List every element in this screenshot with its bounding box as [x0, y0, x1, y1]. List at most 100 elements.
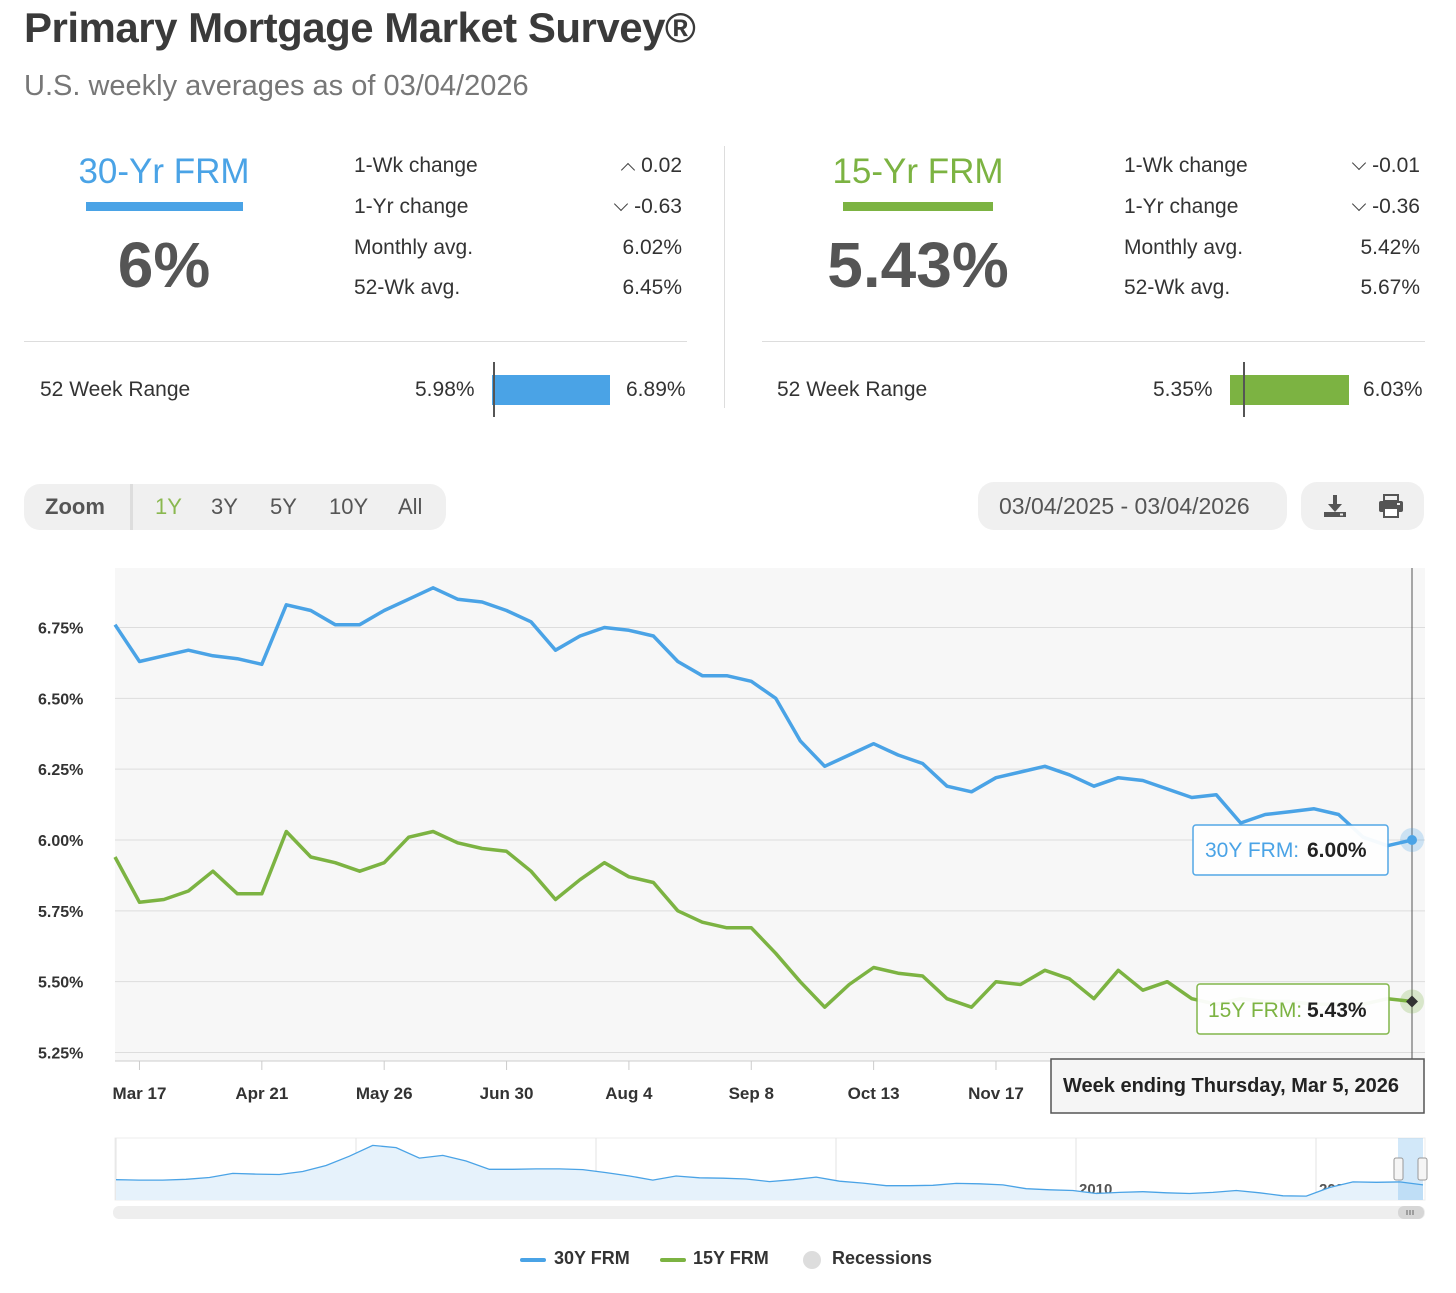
print-icon[interactable]: [1377, 492, 1405, 520]
page-title: Primary Mortgage Market Survey®: [24, 4, 696, 51]
x-tick-label: Oct 13: [848, 1084, 900, 1103]
zoom-divider: [130, 484, 133, 530]
chevron-down-icon: [1352, 196, 1367, 212]
rate-value-15yr: 5.43%: [827, 229, 1009, 301]
legend-15y-swatch: [660, 1258, 686, 1262]
divider: [24, 341, 687, 342]
zoom-control: Zoom 1Y 3Y 5Y 10Y All: [24, 484, 446, 530]
x-tick-label: Nov 17: [968, 1084, 1024, 1103]
y-tick-label: 6.00%: [38, 833, 83, 850]
series-lines: [113, 586, 1413, 1009]
y-axis: 6.75% 6.50% 6.25% 6.00% 5.75% 5.50% 5.25%: [38, 621, 83, 1063]
navigator-handle-left[interactable]: [1393, 1157, 1404, 1181]
x-tick-label: Apr 21: [235, 1084, 288, 1103]
hover-point-30y: [1407, 835, 1417, 845]
date-range-picker[interactable]: 03/04/2025 - 03/04/2026: [978, 482, 1287, 530]
y-tick-label: 6.25%: [38, 762, 83, 779]
zoom-3y-button[interactable]: 3Y: [211, 494, 238, 519]
stat-value: 6.45%: [622, 276, 682, 299]
range-label-30yr: 52 Week Range: [40, 378, 191, 401]
navigator-scrollbar-thumb[interactable]: [1398, 1206, 1424, 1219]
stat-label: Monthly avg.: [1124, 236, 1244, 259]
legend-recessions-label[interactable]: Recessions: [832, 1248, 933, 1268]
stat-value: -0.63: [522, 195, 682, 219]
crosshair-label: Week ending Thursday, Mar 5, 2026: [1063, 1075, 1399, 1097]
plot-background: [115, 568, 1425, 1061]
legend-15y-label[interactable]: 15Y FRM: [693, 1248, 769, 1268]
stat-label: 1-Yr change: [1124, 195, 1239, 218]
stat-value: 0.02: [522, 154, 682, 178]
zoom-label: Zoom: [45, 494, 105, 519]
stat-label: 1-Yr change: [354, 195, 469, 218]
range-marker-30yr: [493, 362, 496, 417]
hover-markers: [1400, 828, 1424, 1014]
tooltip-30y-value: 6.00%: [1307, 839, 1367, 862]
y-tick-label: 5.75%: [38, 904, 83, 921]
zoom-all-button[interactable]: All: [398, 494, 423, 519]
tooltip-15y: 15Y FRM: 5.43%: [1196, 983, 1390, 1035]
y-tick-label: 5.25%: [38, 1046, 83, 1063]
range-bar-15yr: [1230, 375, 1349, 405]
gridlines: [115, 627, 1425, 1053]
tooltip-30y: 30Y FRM: 6.00%: [1192, 824, 1389, 876]
y-tick-label: 6.75%: [38, 621, 83, 638]
x-tick-label: Jun 30: [480, 1084, 534, 1103]
date-range-text: 03/04/2025 - 03/04/2026: [999, 493, 1250, 519]
navigator[interactable]: 197019801990200020102020: [0, 1130, 1456, 1226]
x-tick-label: Mar 17: [113, 1084, 167, 1103]
navigator-line: [115, 1144, 1424, 1197]
stat-label: 1-Wk change: [1124, 154, 1248, 177]
divider: [762, 341, 1425, 342]
navigator-scrollbar[interactable]: [113, 1206, 1425, 1219]
legend-recessions-swatch: [803, 1251, 821, 1269]
legend: 30Y FRM 15Y FRM Recessions: [520, 1245, 940, 1275]
range-bar-30yr: [492, 375, 610, 405]
download-icon[interactable]: [1321, 492, 1349, 520]
stat-value: 5.42%: [1360, 236, 1420, 259]
zoom-1y-button[interactable]: 1Y: [155, 494, 182, 519]
main-chart[interactable]: 6.75% 6.50% 6.25% 6.00% 5.75% 5.50% 5.25% Mar …: [0, 560, 1456, 1120]
stat-value: 5.67%: [1360, 276, 1420, 299]
scrollbar-grip-icon: [1406, 1210, 1414, 1215]
chevron-down-icon: [614, 196, 629, 212]
legend-30y-swatch: [520, 1258, 546, 1262]
range-high-30yr: 6.89%: [626, 378, 686, 401]
x-tick-label: Sep 8: [729, 1084, 774, 1103]
panel-divider: [724, 146, 725, 408]
rate-value-30yr: 6%: [117, 229, 211, 301]
rate-name-30yr: 30-Yr FRM: [78, 152, 250, 191]
rate-underline-30yr: [86, 202, 243, 211]
stat-value: -0.36: [1260, 195, 1420, 219]
range-low-30yr: 5.98%: [415, 378, 475, 401]
hover-point-15y: [1406, 995, 1418, 1008]
crosshair-label-box: Week ending Thursday, Mar 5, 2026: [1050, 1058, 1425, 1114]
stat-value: -0.01: [1260, 154, 1420, 178]
legend-30y-label[interactable]: 30Y FRM: [554, 1248, 630, 1268]
page-subtitle: U.S. weekly averages as of 03/04/2026: [24, 70, 529, 102]
tooltip-30y-label: 30Y FRM:: [1205, 839, 1299, 862]
tooltip-15y-label: 15Y FRM:: [1208, 999, 1302, 1022]
navigator-handle-right[interactable]: [1417, 1157, 1428, 1181]
range-low-15yr: 5.35%: [1153, 378, 1213, 401]
x-tick-label: Aug 4: [605, 1084, 653, 1103]
stat-label: 52-Wk avg.: [354, 276, 461, 299]
zoom-10y-button[interactable]: 10Y: [329, 494, 369, 519]
stat-label: Monthly avg.: [354, 236, 474, 259]
chevron-down-icon: [1352, 155, 1367, 171]
stat-value: 6.02%: [622, 236, 682, 259]
range-marker-15yr: [1243, 362, 1246, 417]
export-controls: [1301, 482, 1424, 530]
y-tick-label: 6.50%: [38, 691, 83, 708]
zoom-5y-button[interactable]: 5Y: [270, 494, 297, 519]
rate-underline-15yr: [843, 202, 993, 211]
chevron-up-icon: [621, 162, 636, 178]
range-label-15yr: 52 Week Range: [777, 378, 928, 401]
tooltip-15y-value: 5.43%: [1307, 999, 1367, 1022]
stat-label: 52-Wk avg.: [1124, 276, 1231, 299]
range-high-15yr: 6.03%: [1363, 378, 1423, 401]
series-line-30y[interactable]: [113, 586, 1413, 848]
rate-name-15yr: 15-Yr FRM: [832, 152, 1004, 191]
y-tick-label: 5.50%: [38, 975, 83, 992]
stat-label: 1-Wk change: [354, 154, 478, 177]
series-line-15y[interactable]: [113, 829, 1413, 1009]
